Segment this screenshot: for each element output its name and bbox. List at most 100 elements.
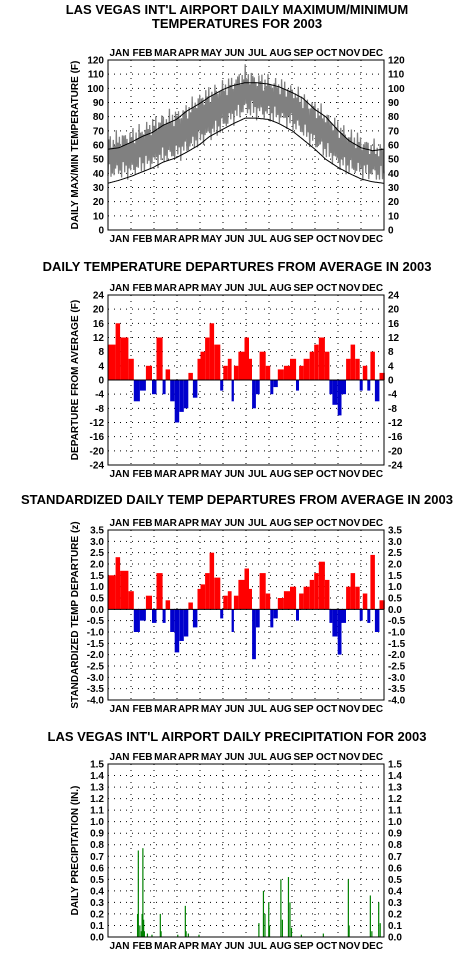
month-label-bottom: JUN	[224, 941, 244, 952]
bar-segment-1	[115, 323, 121, 380]
y-tick-right: 90	[388, 98, 400, 109]
month-label-bottom: APR	[178, 704, 200, 715]
month-label-top: JAN	[109, 283, 129, 294]
y-tick-left: 1.1	[90, 806, 104, 817]
bar-segment-49	[341, 380, 346, 395]
month-label-bottom: MAR	[154, 469, 178, 480]
bar-segment-52	[355, 586, 360, 610]
bar-segment-37	[283, 591, 290, 610]
month-label-bottom: MAY	[201, 704, 223, 715]
bar-segment-17	[197, 588, 201, 610]
y-tick-right: 1.5	[388, 760, 402, 771]
bar-segment-36	[277, 598, 284, 610]
bar-segment-45	[324, 351, 330, 380]
y-tick-right: 0.8	[388, 840, 402, 851]
y-tick-right: 0	[388, 376, 394, 387]
bar-segment-6	[145, 595, 152, 610]
month-label-top: JAN	[109, 518, 129, 529]
bar-segment-51	[350, 344, 356, 380]
month-label-bottom: DEC	[362, 234, 383, 245]
bar-segment-29	[249, 358, 252, 381]
month-label-top: JUN	[224, 283, 244, 294]
month-label-bottom: JUN	[224, 469, 244, 480]
y-tick-right: -0.5	[388, 616, 406, 627]
month-label-bottom: NOV	[339, 941, 361, 952]
bar-segment-7	[152, 380, 157, 395]
y-tick-right: 0.9	[388, 829, 402, 840]
y-tick-right: 0.0	[388, 605, 402, 616]
plot-frame	[107, 763, 385, 938]
y-tick-left: 70	[93, 126, 105, 137]
y-tick-left: 0	[98, 226, 104, 237]
y-tick-left: 0.2	[90, 909, 104, 920]
y-tick-left: 120	[87, 56, 104, 67]
month-label-bottom: FEB	[133, 941, 153, 952]
bar-segment-49	[341, 609, 346, 623]
y-tick-right: 0	[388, 226, 394, 237]
y-tick-right: 100	[388, 84, 405, 95]
month-label-top: FEB	[133, 48, 153, 59]
y-tick-left: 0.8	[90, 840, 104, 851]
bar-segment-47	[332, 380, 338, 405]
bar-segment-41	[303, 586, 310, 610]
bar-segment-28	[244, 568, 249, 610]
y-tick-left: -2.0	[87, 650, 105, 661]
month-label-top: MAR	[154, 283, 178, 294]
bar-segment-18	[200, 584, 205, 610]
month-label-top: DEC	[362, 48, 383, 59]
chart-standardized: STANDARDIZED DAILY TEMP DEPARTURES FROM …	[21, 492, 453, 715]
month-label-bottom: JUL	[248, 941, 267, 952]
y-tick-right: 0.7	[388, 852, 402, 863]
bar-segment-12	[174, 380, 180, 423]
bar-segment-34	[270, 609, 274, 628]
bar-segment-5	[139, 609, 146, 621]
bar-segment-51	[350, 573, 356, 610]
y-tick-right: 1.0	[388, 817, 402, 828]
month-label-bottom: OCT	[316, 469, 337, 480]
y-tick-right: 1.3	[388, 783, 402, 794]
month-label-bottom: NOV	[339, 469, 361, 480]
y-tick-right: 1.0	[388, 582, 402, 593]
month-label-top: NOV	[339, 283, 361, 294]
bar-segment-24	[227, 358, 232, 381]
month-label-top: JUL	[248, 752, 267, 763]
y-tick-left: -4	[95, 390, 104, 401]
month-label-top: APR	[178, 752, 200, 763]
month-label-bottom: SEP	[293, 704, 313, 715]
bar-segment-16	[192, 609, 198, 628]
bar-segment-40	[299, 593, 304, 610]
y-tick-left: 0.3	[90, 898, 104, 909]
y-tick-left: -4.0	[87, 696, 105, 707]
y-tick-left: 20	[93, 305, 105, 316]
bar-segment-42	[309, 351, 315, 380]
month-label-bottom: SEP	[293, 941, 313, 952]
bar-segment-16	[192, 380, 198, 398]
bar-segment-12	[174, 609, 180, 653]
chart-title: LAS VEGAS INT'L AIRPORT DAILY MAXIMUM/MI…	[66, 2, 409, 17]
bar-segment-1	[115, 557, 121, 610]
y-tick-right: -3.5	[388, 684, 406, 695]
y-tick-right: 24	[388, 291, 400, 302]
month-label-top: MAY	[201, 48, 223, 59]
month-label-bottom: FEB	[133, 469, 153, 480]
observed-temperature-series	[107, 64, 385, 181]
month-label-top: AUG	[269, 752, 291, 763]
month-label-bottom: JAN	[109, 704, 129, 715]
chart-precip: LAS VEGAS INT'L AIRPORT DAILY PRECIPITAT…	[48, 729, 427, 952]
bar-segment-32	[259, 351, 266, 380]
month-label-bottom: AUG	[269, 704, 291, 715]
y-tick-left: -16	[90, 432, 105, 443]
y-tick-left: 0	[98, 376, 104, 387]
chart-title: LAS VEGAS INT'L AIRPORT DAILY PRECIPITAT…	[48, 729, 427, 744]
y-axis-label: DAILY PRECIPITATION (IN.)	[70, 786, 81, 916]
bar-segment-18	[200, 351, 205, 380]
y-tick-right: -8	[388, 404, 397, 415]
month-label-top: DEC	[362, 752, 383, 763]
bar-segment-56	[370, 554, 375, 610]
bar-segment-57	[374, 380, 380, 402]
month-label-top: DEC	[362, 518, 383, 529]
y-tick-right: 0.6	[388, 863, 402, 874]
y-tick-left: 0.6	[90, 863, 104, 874]
bar-segment-15	[188, 602, 193, 610]
